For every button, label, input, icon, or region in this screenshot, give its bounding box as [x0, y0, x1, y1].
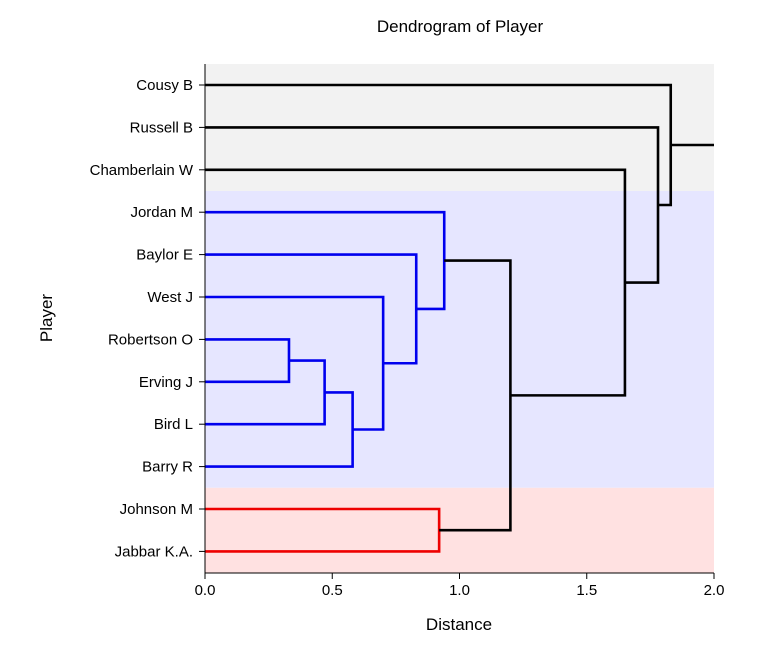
leaf-label: Barry R	[142, 459, 193, 476]
leaf-label: Jordan M	[130, 204, 193, 221]
leaf-label: Jabbar K.A.	[115, 543, 193, 560]
x-tick-label: 0.5	[322, 582, 343, 599]
leaf-label: Johnson M	[120, 501, 193, 518]
x-tick-label: 1.0	[449, 582, 470, 599]
x-tick-label: 0.0	[195, 582, 216, 599]
leaf-label: Baylor E	[136, 247, 193, 264]
leaf-label: Bird L	[154, 416, 193, 433]
leaf-labels: Cousy B Russell B Chamberlain W Jordan M Bay…	[90, 77, 205, 560]
dendrogram-links	[205, 83, 714, 553]
x-tick-label: 2.0	[704, 582, 725, 599]
x-tick-label: 1.5	[576, 582, 597, 599]
leaf-label: Robertson O	[108, 331, 193, 348]
leaf-label: Chamberlain W	[90, 162, 194, 179]
leaf-label: Russell B	[130, 119, 193, 136]
x-axis-label: Distance	[426, 615, 492, 634]
leaf-label: Cousy B	[136, 77, 193, 94]
leaf-label: Erving J	[139, 374, 193, 391]
y-axis-label: Player	[37, 294, 56, 343]
cluster-bands	[205, 64, 714, 573]
leaf-label: West J	[147, 289, 193, 306]
x-axis-ticks: 0.0 0.5 1.0 1.5 2.0	[195, 573, 725, 599]
chart-title: Dendrogram of Player	[377, 17, 544, 36]
